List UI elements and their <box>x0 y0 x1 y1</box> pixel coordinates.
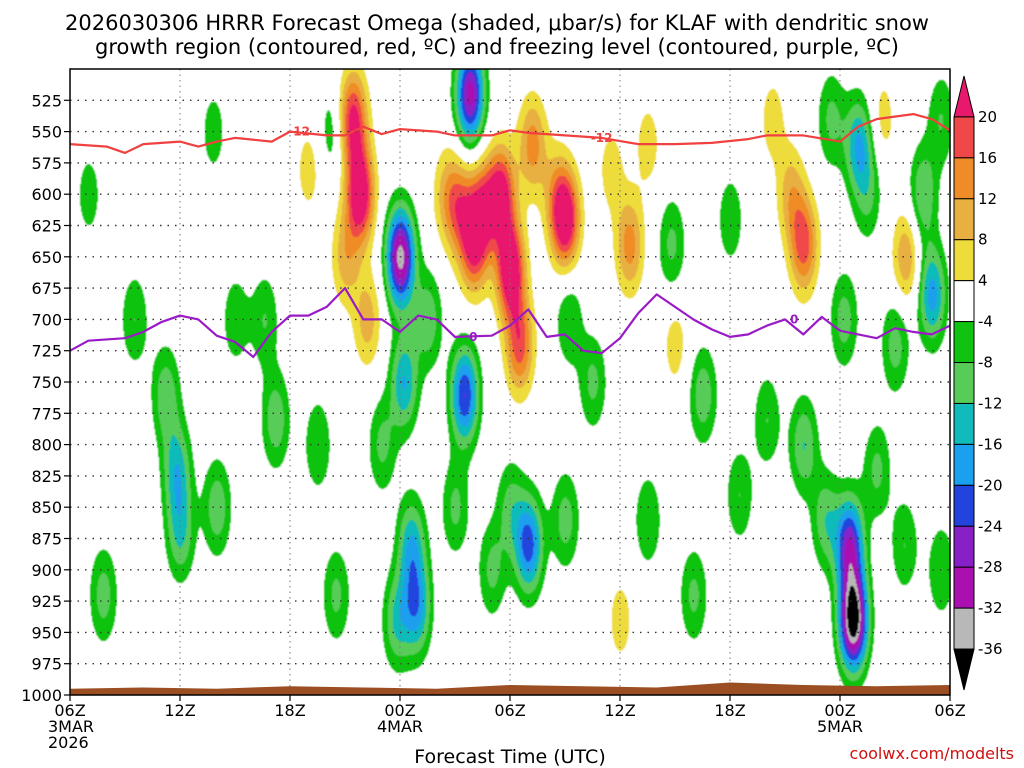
colorbar-label: -36 <box>978 640 1003 658</box>
x-tick-label: 12Z <box>604 701 635 720</box>
y-tick-label: 950 <box>31 623 62 642</box>
y-tick-label: 1000 <box>21 686 62 705</box>
colorbar: 20 16 12 8 4 -4 -8 -12 -16 -20 -24 -28 -32 -36 <box>953 75 1003 691</box>
chart-title-line-2: growth region (contoured, red, ºC) and f… <box>95 35 899 59</box>
colorbar-swatch <box>953 525 975 568</box>
y-tick-label: 825 <box>31 467 62 486</box>
colorbar-label: -4 <box>978 313 993 331</box>
colorbar-swatch <box>953 402 975 445</box>
y-tick-label: 900 <box>31 561 62 580</box>
freezing-level-contour <box>70 287 950 359</box>
y-tick-label: 750 <box>31 373 62 392</box>
colorbar-swatch <box>953 198 975 241</box>
terrain-profile <box>70 682 950 695</box>
freezing-level-contour-label: 0 <box>469 330 477 344</box>
colorbar-label: -28 <box>978 558 1003 576</box>
colorbar-label: -32 <box>978 599 1003 617</box>
y-tick-label: 525 <box>31 91 62 110</box>
x-tick-label: 06Z <box>54 701 85 720</box>
y-tick-label: 550 <box>31 123 62 142</box>
credit-text: coolwx.com/modelts <box>850 744 1014 763</box>
dendritic-contour-label: -12 <box>591 131 613 145</box>
contours: -12 -12 0 0 <box>70 113 950 359</box>
y-tick-label: 800 <box>31 436 62 455</box>
dendritic-contour-label: -12 <box>288 125 310 139</box>
colorbar-swatch <box>953 566 975 609</box>
colorbar-swatch <box>953 116 975 159</box>
y-tick-label: 875 <box>31 530 62 549</box>
y-tick-label: 575 <box>31 154 62 173</box>
y-tick-label: 775 <box>31 404 62 423</box>
y-axis: 525 550 575 600 625 650 675 700 725 750 775 800 825 8… <box>21 91 70 705</box>
y-tick-label: 700 <box>31 310 62 329</box>
colorbar-swatch <box>953 239 975 282</box>
chart-title-line-1: 2026030306 HRRR Forecast Omega (shaded, … <box>65 11 929 35</box>
colorbar-label: 12 <box>978 190 997 208</box>
colorbar-label: -24 <box>978 517 1003 535</box>
colorbar-label: 16 <box>978 149 997 167</box>
y-tick-label: 650 <box>31 248 62 267</box>
y-tick-label: 725 <box>31 342 62 361</box>
x-tick-label: 06Z <box>494 701 525 720</box>
x-tick-label: 4MAR <box>377 717 423 736</box>
y-tick-label: 925 <box>31 592 62 611</box>
plot-area: -12 -12 0 0 <box>69 68 951 696</box>
colorbar-swatch <box>953 362 975 404</box>
x-tick-label: 18Z <box>714 701 745 720</box>
x-tick-label: 06Z <box>934 701 965 720</box>
colorbar-label: 8 <box>978 231 988 249</box>
x-tick-label: 00Z <box>824 701 855 720</box>
x-tick-label: 12Z <box>164 701 195 720</box>
colorbar-swatch <box>953 280 975 323</box>
dendritic-contour <box>70 113 950 154</box>
colorbar-swatch <box>953 484 975 527</box>
colorbar-swatch <box>953 607 975 650</box>
colorbar-swatch <box>953 157 975 200</box>
omega-shaded-field <box>70 69 950 695</box>
x-tick-label: 3MAR <box>48 717 94 736</box>
x-axis-label: Forecast Time (UTC) <box>414 746 605 768</box>
terrain-fill <box>70 682 950 695</box>
y-tick-label: 850 <box>31 498 62 517</box>
x-tick-label: 5MAR <box>817 717 863 736</box>
colorbar-swatch <box>953 75 975 118</box>
colorbar-swatch <box>953 443 975 486</box>
colorbar-label: 4 <box>978 272 988 290</box>
colorbar-label: -8 <box>978 354 993 372</box>
colorbar-swatch <box>953 321 975 364</box>
x-tick-label: 00Z <box>384 701 415 720</box>
y-tick-label: 675 <box>31 279 62 298</box>
colorbar-label: 20 <box>978 108 997 126</box>
y-tick-label: 625 <box>31 217 62 236</box>
freezing-level-contour-label: 0 <box>790 312 798 326</box>
colorbar-swatch <box>953 648 975 691</box>
colorbar-label: -16 <box>978 435 1003 453</box>
y-tick-label: 600 <box>31 185 62 204</box>
colorbar-label: -12 <box>978 394 1003 412</box>
x-tick-label: 18Z <box>274 701 305 720</box>
x-tick-label: 2026 <box>48 733 89 752</box>
y-tick-label: 975 <box>31 655 62 674</box>
colorbar-label: -20 <box>978 476 1003 494</box>
